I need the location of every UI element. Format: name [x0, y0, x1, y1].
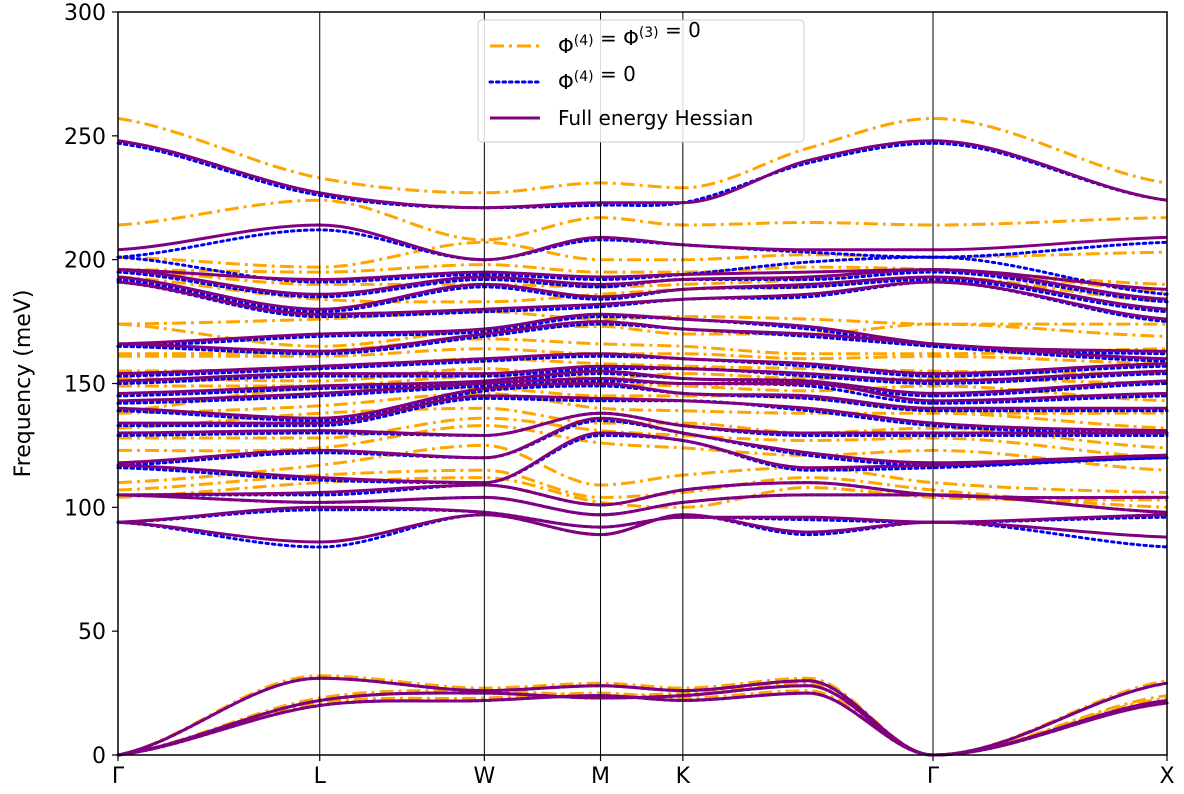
x-tick-label-3: M [591, 764, 610, 789]
x-tick-label-6: X [1159, 764, 1174, 789]
y-tick-label-150: 150 [64, 373, 106, 398]
band-phi4-0 [116, 691, 1169, 757]
bands-layer [116, 117, 1169, 757]
y-tick-label-300: 300 [64, 1, 106, 26]
band-phi43-0 [117, 689, 1168, 757]
legend-label-phi43: Φ(4) = Φ(3) = 0 [558, 18, 701, 58]
x-tick-label-5: Γ [927, 764, 940, 789]
x-tick-label-4: K [676, 764, 691, 789]
band-full-23 [117, 139, 1168, 210]
band-full-1 [117, 684, 1168, 757]
y-axis-ticks: 0 50 100 150 200 250 300 [64, 1, 118, 769]
series-phi4 [116, 141, 1169, 757]
y-tick-label-0: 0 [92, 744, 106, 769]
y-tick-label-250: 250 [64, 125, 106, 150]
band-full-7 [117, 431, 1168, 485]
x-tick-label-0: Γ [112, 764, 125, 789]
legend-label-phi4: Φ(4) = 0 [558, 62, 636, 94]
band-phi4-22 [116, 228, 1169, 262]
legend: Φ(4) = Φ(3) = 0 Φ(4) = 0 Full energy Hessi… [477, 18, 805, 143]
y-tick-label-200: 200 [64, 249, 106, 274]
legend-box [477, 19, 805, 143]
band-full-0 [117, 691, 1168, 757]
y-tick-label-50: 50 [78, 620, 106, 645]
x-tick-label-2: W [473, 764, 495, 789]
y-axis-label: Frequency (meV) [11, 290, 36, 478]
legend-label-full: Full energy Hessian [558, 106, 753, 130]
x-tick-label-1: L [314, 764, 327, 789]
y-tick-label-100: 100 [64, 496, 106, 521]
